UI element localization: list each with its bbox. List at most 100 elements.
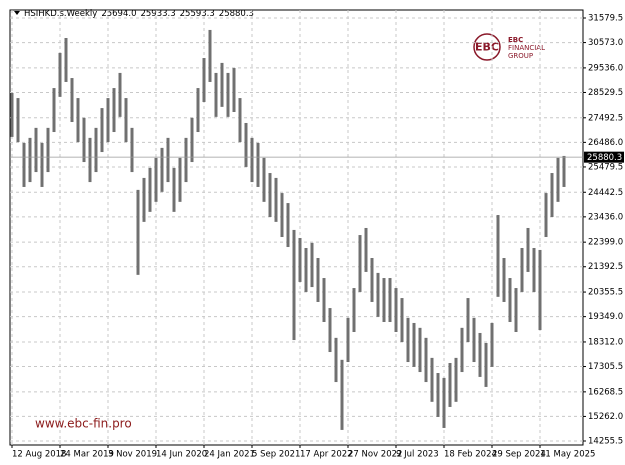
price-bar bbox=[382, 278, 386, 322]
price-bar bbox=[280, 193, 284, 238]
price-bar bbox=[46, 127, 50, 173]
price-bar bbox=[16, 98, 20, 143]
y-tick-label: 22399.0 bbox=[588, 238, 623, 248]
x-tick-label: 18 Feb 2024 bbox=[444, 450, 497, 460]
price-bar bbox=[196, 88, 200, 133]
quote-low: 25593.3 bbox=[180, 9, 215, 19]
y-tick-label: 17305.5 bbox=[588, 362, 623, 372]
price-bar bbox=[358, 235, 362, 292]
y-tick-label: 14255.5 bbox=[588, 437, 623, 447]
logo: EBC EBC FINANCIAL GROUP bbox=[473, 33, 545, 61]
price-bar bbox=[370, 258, 374, 302]
price-bar bbox=[502, 258, 506, 302]
watermark: www.ebc-fin.pro bbox=[35, 417, 132, 431]
price-bar bbox=[490, 322, 494, 367]
price-bar bbox=[442, 377, 446, 428]
price-bar bbox=[238, 98, 242, 143]
price-bar bbox=[94, 127, 98, 173]
quote-close: 25880.3 bbox=[219, 9, 254, 19]
x-tick-label: 11 May 2025 bbox=[540, 450, 595, 460]
y-tick-label: 21392.5 bbox=[588, 262, 623, 272]
price-bar bbox=[172, 167, 176, 212]
price-bar bbox=[448, 363, 452, 407]
price-bar bbox=[562, 155, 566, 187]
price-bar bbox=[424, 337, 428, 383]
price-bar bbox=[226, 72, 230, 117]
price-bar bbox=[202, 58, 206, 102]
y-tick-label: 23436.0 bbox=[588, 212, 623, 222]
logo-ring bbox=[473, 33, 501, 61]
price-bar bbox=[316, 258, 320, 302]
price-bar bbox=[496, 215, 500, 297]
price-bar bbox=[304, 247, 308, 292]
price-bar bbox=[346, 317, 350, 363]
price-bar bbox=[64, 38, 68, 82]
x-tick-label: 9 Jul 2023 bbox=[396, 450, 439, 460]
price-bar bbox=[376, 272, 380, 317]
x-tick-label: 24 Mar 2019 bbox=[60, 450, 114, 460]
x-tick-label: 12 Aug 2018 bbox=[12, 450, 66, 460]
price-bar bbox=[352, 288, 356, 332]
price-bar bbox=[256, 143, 260, 187]
price-bar bbox=[160, 147, 164, 192]
price-bar bbox=[106, 98, 110, 143]
price-bar bbox=[232, 68, 236, 112]
price-bar bbox=[148, 167, 152, 212]
price-bar bbox=[34, 127, 38, 173]
price-bar bbox=[76, 98, 80, 143]
price-bar bbox=[28, 137, 32, 183]
price-bar bbox=[154, 157, 158, 202]
y-tick-label: 31579.5 bbox=[588, 13, 623, 23]
price-bar bbox=[58, 52, 62, 97]
price-bar bbox=[310, 242, 314, 288]
x-tick-label: 29 Sep 2024 bbox=[492, 450, 546, 460]
y-tick-label: 18312.0 bbox=[588, 337, 623, 347]
price-bar bbox=[466, 298, 470, 343]
price-bar bbox=[328, 308, 332, 353]
price-bar bbox=[412, 322, 416, 367]
symbol-title: HSIHKD.s.Weekly bbox=[24, 9, 97, 19]
price-bar bbox=[214, 72, 218, 117]
price-bar bbox=[82, 117, 86, 163]
price-bar bbox=[136, 189, 140, 275]
price-bar bbox=[262, 157, 266, 202]
x-tick-label: 3 Nov 2019 bbox=[108, 450, 157, 460]
price-bar bbox=[274, 177, 278, 222]
price-bar bbox=[118, 72, 122, 117]
price-bar bbox=[22, 143, 26, 187]
price-bar bbox=[88, 137, 92, 183]
price-bar bbox=[334, 337, 338, 383]
logo-line: FINANCIAL bbox=[508, 44, 545, 52]
price-bar bbox=[406, 317, 410, 363]
price-bar bbox=[112, 88, 116, 133]
x-tick-label: 14 Jun 2020 bbox=[156, 450, 207, 460]
price-bar bbox=[508, 278, 512, 322]
price-bar bbox=[364, 227, 368, 272]
y-tick-label: 24442.5 bbox=[588, 188, 623, 198]
price-bar bbox=[142, 177, 146, 222]
price-bar bbox=[556, 157, 560, 202]
price-bar bbox=[436, 373, 440, 417]
price-bar bbox=[322, 278, 326, 322]
logo-line: EBC bbox=[508, 36, 523, 44]
price-bar bbox=[418, 327, 422, 373]
price-bar bbox=[472, 317, 476, 363]
price-bar bbox=[178, 157, 182, 202]
y-tick-label: 30573.0 bbox=[588, 38, 623, 48]
price-bar bbox=[532, 247, 536, 292]
price-bar bbox=[166, 137, 170, 183]
price-bar bbox=[430, 357, 434, 402]
price-bar bbox=[550, 173, 554, 217]
price-bar bbox=[250, 137, 254, 183]
y-tick-label: 15262.0 bbox=[588, 412, 623, 422]
menu-arrow[interactable] bbox=[14, 11, 20, 15]
logo-line: GROUP bbox=[508, 52, 533, 60]
price-bar bbox=[286, 203, 290, 248]
price-bar bbox=[394, 288, 398, 332]
y-tick-label: 27492.5 bbox=[588, 113, 623, 123]
price-bar bbox=[298, 237, 302, 282]
price-bar bbox=[10, 92, 14, 137]
price-bar bbox=[400, 298, 404, 343]
last-price-tag bbox=[584, 151, 624, 163]
price-bar bbox=[52, 88, 56, 133]
